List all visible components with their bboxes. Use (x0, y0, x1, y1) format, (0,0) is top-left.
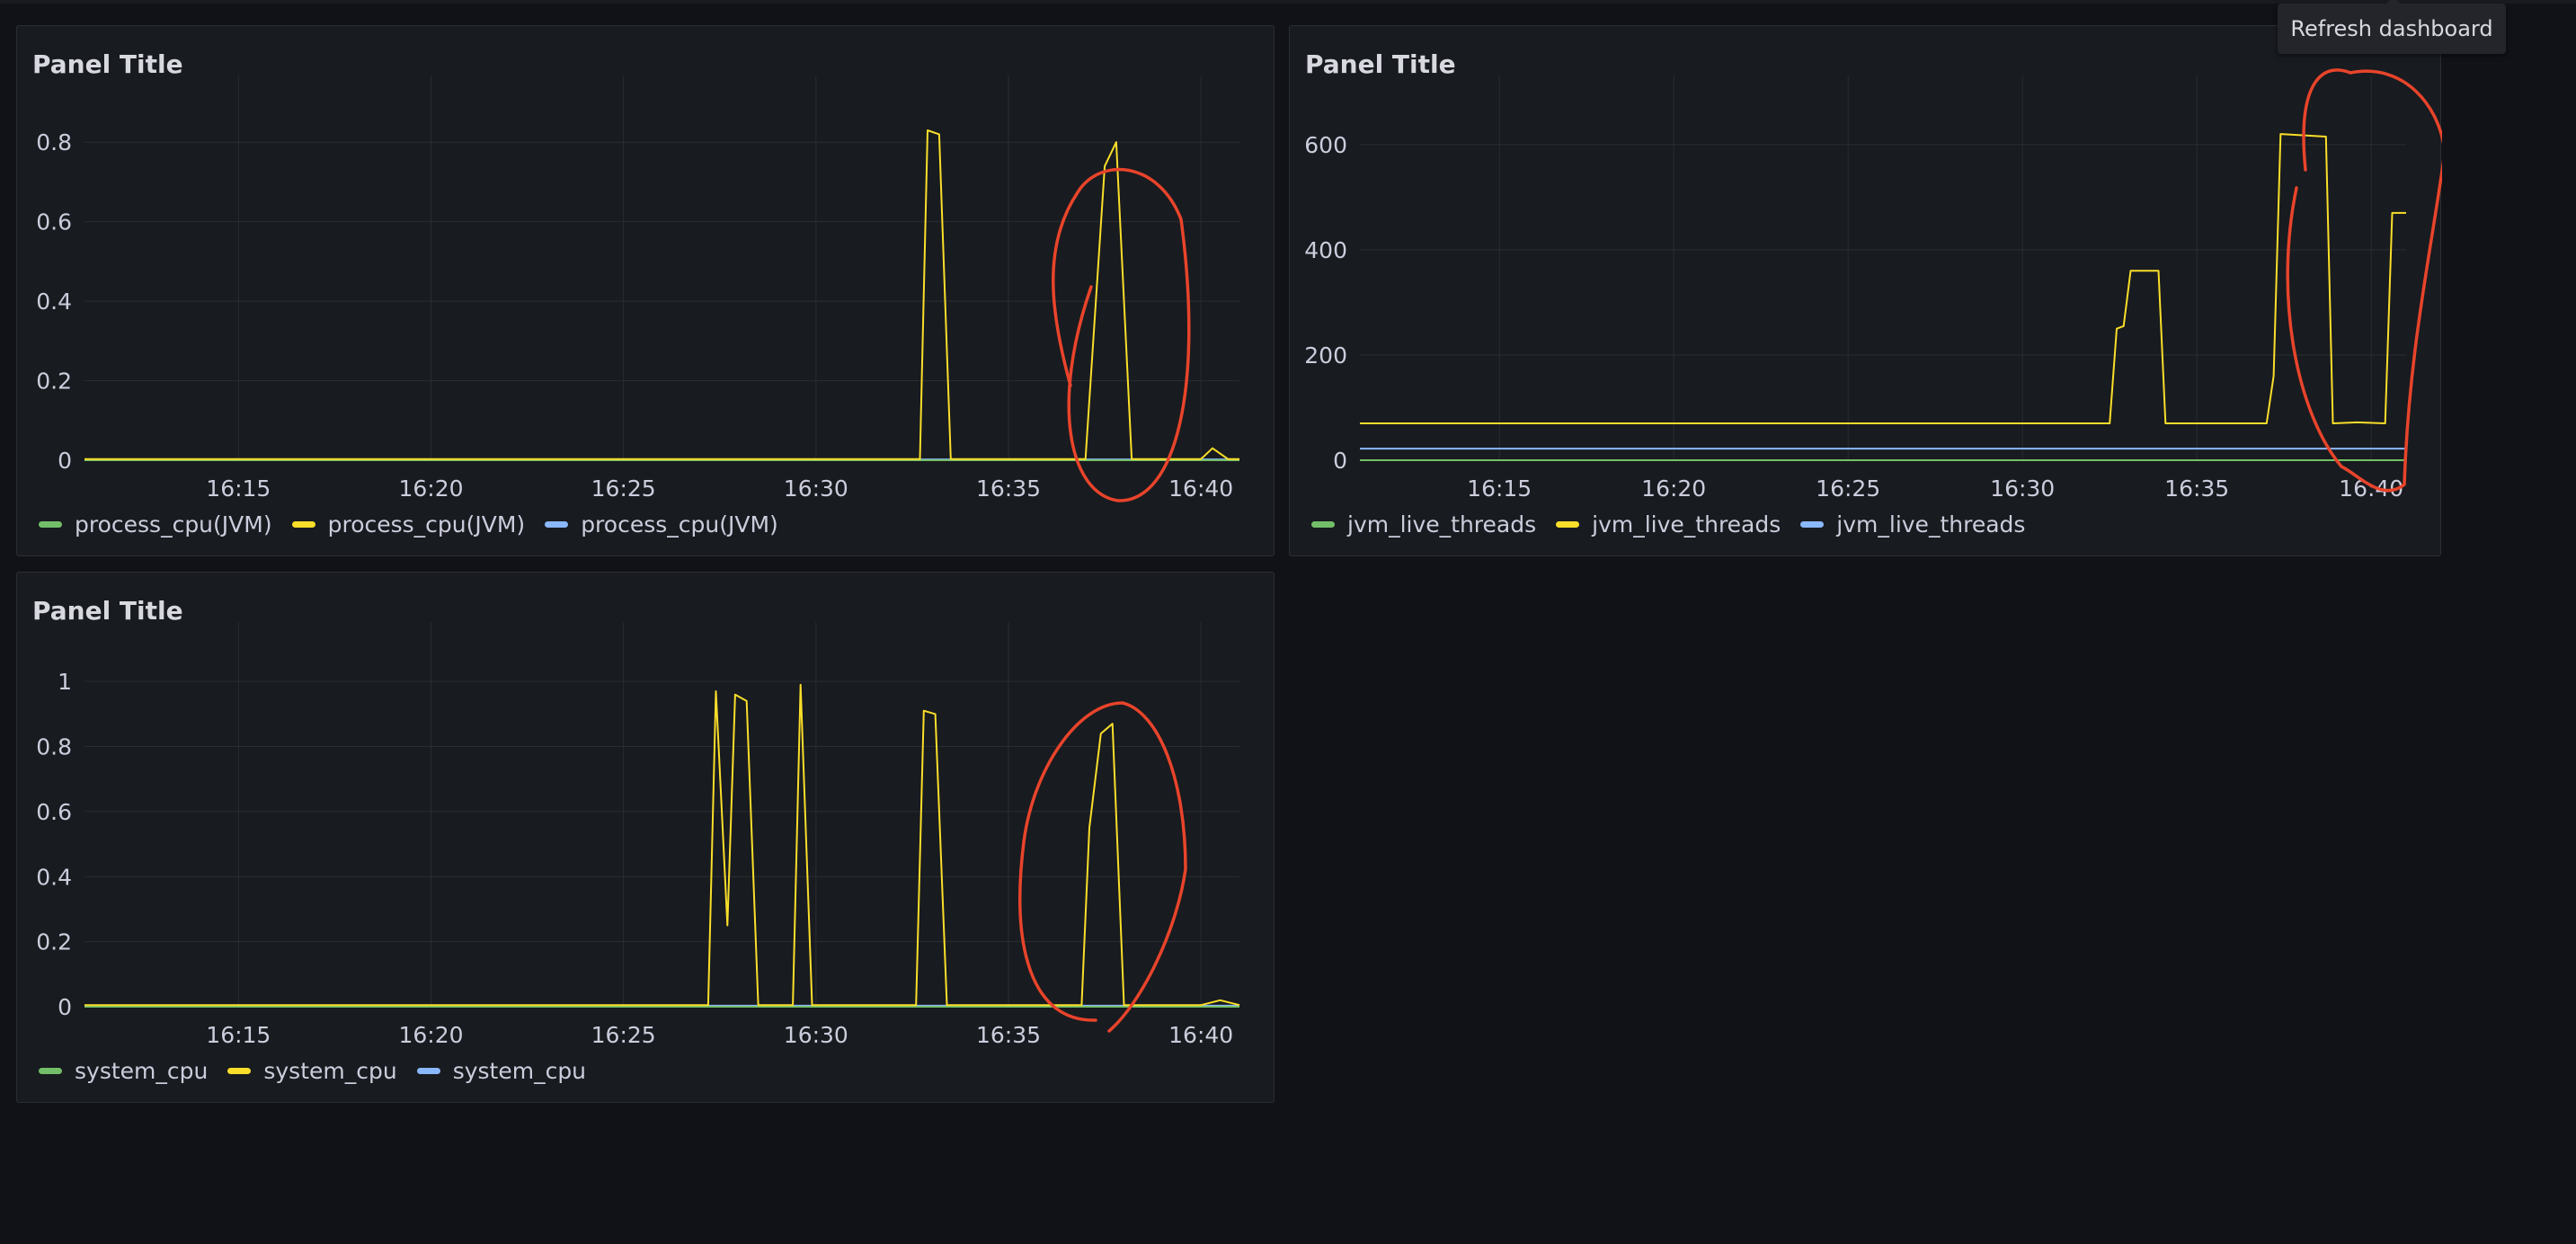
system-cpu-chart[interactable]: 0 0.2 0.4 0.6 0.8 1 16:15 16:20 16:25 16:30 16:35 1… (17, 573, 1275, 1104)
y-tick-label: 0.6 (36, 209, 72, 235)
x-tick-label: 16:25 (591, 1022, 656, 1048)
legend-label: process_cpu(JVM) (581, 511, 778, 538)
top-bar (0, 0, 2576, 4)
legend-item[interactable]: system_cpu (39, 1058, 208, 1084)
legend-item[interactable]: system_cpu (416, 1058, 587, 1084)
legend-label: system_cpu (452, 1058, 587, 1084)
panel-title[interactable]: Panel Title (32, 49, 183, 79)
series-line-yellow[interactable] (1360, 133, 2406, 424)
legend: jvm_live_threads jvm_live_threads jvm_live… (1311, 511, 2025, 538)
legend-swatch (39, 521, 62, 528)
x-tick-label: 16:15 (1467, 475, 1532, 502)
x-tick-label: 16:35 (2164, 475, 2229, 502)
legend: process_cpu(JVM) process_cpu(JVM) process_… (39, 511, 778, 538)
refresh-dashboard-tooltip: Refresh dashboard (2278, 0, 2506, 54)
y-tick-label: 0.8 (36, 734, 72, 760)
x-tick-label: 16:30 (784, 1022, 848, 1048)
y-tick-label: 0.6 (36, 799, 72, 825)
legend-item[interactable]: jvm_live_threads (1556, 511, 1781, 538)
y-tick-label: 0 (58, 448, 72, 474)
process-cpu-panel: Panel Title 0 0.2 0.4 0.6 0.8 16:15 16:20 16:25… (16, 25, 1275, 556)
legend-item[interactable]: jvm_live_threads (1311, 511, 1536, 538)
x-tick-label: 16:15 (206, 475, 271, 502)
y-tick-label: 0.2 (36, 929, 72, 955)
legend-swatch (1800, 521, 1825, 528)
series-line-yellow[interactable] (84, 129, 1239, 460)
x-tick-label: 16:20 (1641, 475, 1706, 502)
y-tick-label: 200 (1304, 342, 1347, 369)
legend-label: system_cpu (263, 1058, 397, 1084)
annotation-circle (1018, 701, 1187, 1033)
x-tick-label: 16:25 (591, 475, 656, 502)
legend-label: process_cpu(JVM) (75, 511, 272, 538)
y-tick-label: 0 (1333, 448, 1347, 474)
x-tick-label: 16:30 (1990, 475, 2055, 502)
x-tick-label: 16:40 (1168, 475, 1233, 502)
legend-swatch (291, 521, 315, 528)
legend-swatch (39, 1068, 62, 1074)
legend-label: jvm_live_threads (1592, 511, 1781, 538)
legend-swatch (1556, 521, 1580, 528)
legend-swatch (545, 521, 569, 528)
x-tick-label: 16:40 (1168, 1022, 1233, 1048)
y-tick-label: 0.4 (36, 289, 72, 315)
y-tick-label: 0 (58, 994, 72, 1020)
y-tick-label: 0.8 (36, 129, 72, 156)
x-tick-label: 16:20 (398, 1022, 463, 1048)
legend-label: process_cpu(JVM) (327, 511, 526, 538)
panel-title[interactable]: Panel Title (1305, 49, 1456, 79)
legend: system_cpu system_cpu system_cpu (39, 1058, 586, 1084)
y-tick-label: 600 (1304, 132, 1347, 158)
legend-label: system_cpu (75, 1058, 209, 1084)
annotation-circle (2286, 68, 2442, 493)
y-tick-label: 0.2 (36, 369, 72, 395)
legend-item[interactable]: system_cpu (227, 1058, 397, 1084)
x-tick-label: 16:25 (1816, 475, 1880, 502)
x-tick-label: 16:20 (398, 475, 463, 502)
y-tick-label: 400 (1304, 237, 1347, 263)
legend-label: jvm_live_threads (1836, 511, 2026, 538)
legend-item[interactable]: process_cpu(JVM) (291, 511, 526, 538)
x-tick-label: 16:30 (784, 475, 848, 502)
legend-swatch (227, 1068, 252, 1074)
panel-title[interactable]: Panel Title (32, 596, 183, 626)
legend-label: jvm_live_threads (1347, 511, 1537, 538)
x-tick-label: 16:35 (976, 1022, 1041, 1048)
legend-swatch (1311, 521, 1335, 528)
jvm-live-threads-panel: Panel Title 0 200 400 600 16:15 16:20 16:25 16:… (1289, 25, 2442, 557)
x-tick-label: 16:15 (206, 1022, 271, 1048)
series-line-yellow[interactable] (84, 683, 1240, 1007)
legend-swatch (416, 1068, 440, 1074)
y-tick-label: 0.4 (36, 864, 72, 890)
system-cpu-panel: Panel Title 0 0.2 0.4 0.6 0.8 1 16:15 16:20 16:2… (16, 572, 1275, 1103)
legend-item[interactable]: process_cpu(JVM) (545, 511, 778, 538)
legend-item[interactable]: process_cpu(JVM) (39, 511, 272, 538)
legend-item[interactable]: jvm_live_threads (1800, 511, 2025, 538)
x-tick-label: 16:35 (976, 475, 1041, 502)
process-cpu-chart[interactable]: 0 0.2 0.4 0.6 0.8 16:15 16:20 16:25 16:30 16:35 16… (17, 26, 1275, 557)
annotation-circle (1052, 167, 1191, 502)
y-tick-label: 1 (58, 669, 72, 695)
